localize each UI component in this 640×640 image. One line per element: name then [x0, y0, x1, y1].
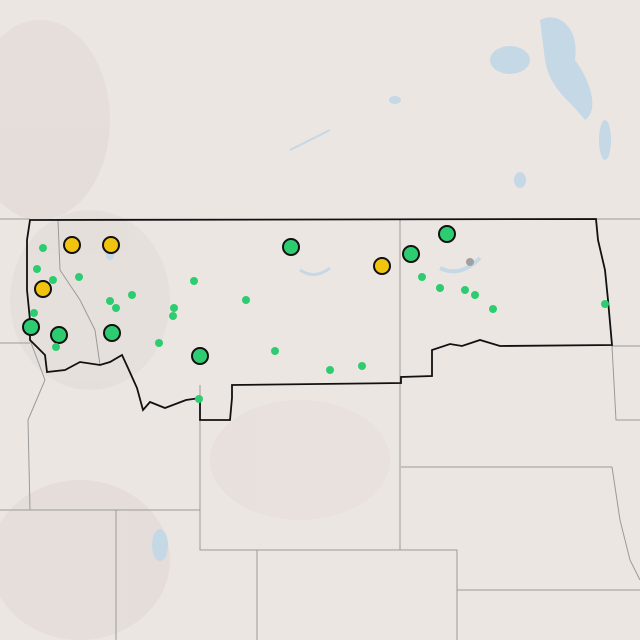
map-marker-small-green[interactable] — [155, 339, 163, 347]
map-marker-small-green[interactable] — [39, 244, 47, 252]
map-marker-small-green[interactable] — [436, 284, 444, 292]
map-marker-large-green[interactable] — [438, 225, 456, 243]
terrain-relief — [0, 20, 390, 640]
map-marker-small-green[interactable] — [49, 276, 57, 284]
map-marker-small-green[interactable] — [471, 291, 479, 299]
water-bodies — [105, 17, 611, 561]
map-marker-small-green[interactable] — [52, 343, 60, 351]
map-marker-large-yellow[interactable] — [34, 280, 52, 298]
map-marker-large-yellow[interactable] — [63, 236, 81, 254]
map-marker-small-green[interactable] — [271, 347, 279, 355]
map-marker-large-yellow[interactable] — [373, 257, 391, 275]
map-marker-large-green[interactable] — [282, 238, 300, 256]
map-marker-small-green[interactable] — [33, 265, 41, 273]
map-marker-small-green[interactable] — [106, 297, 114, 305]
map-marker-small-green[interactable] — [489, 305, 497, 313]
map-marker-small-green[interactable] — [195, 395, 203, 403]
map-marker-small-green[interactable] — [190, 277, 198, 285]
map-marker-large-green[interactable] — [402, 245, 420, 263]
map-marker-large-green[interactable] — [103, 324, 121, 342]
map-marker-large-yellow[interactable] — [102, 236, 120, 254]
map-marker-small-green[interactable] — [601, 300, 609, 308]
map-marker-small-green[interactable] — [326, 366, 334, 374]
map-marker-small-green[interactable] — [30, 309, 38, 317]
map-marker-small-green[interactable] — [169, 312, 177, 320]
state-borders — [0, 218, 640, 640]
map-marker-small-green[interactable] — [418, 273, 426, 281]
map-marker-small-green[interactable] — [170, 304, 178, 312]
map-marker-small-green[interactable] — [75, 273, 83, 281]
map-marker-small-green[interactable] — [112, 304, 120, 312]
map-marker-large-green[interactable] — [191, 347, 209, 365]
marker-layer — [22, 225, 609, 403]
map-marker-small-green[interactable] — [128, 291, 136, 299]
map-marker-small-green[interactable] — [461, 286, 469, 294]
map-marker-large-green[interactable] — [50, 326, 68, 344]
map-marker-small-green[interactable] — [242, 296, 250, 304]
map-marker-small-gray[interactable] — [466, 258, 474, 266]
map-marker-large-green[interactable] — [22, 318, 40, 336]
map-marker-small-green[interactable] — [358, 362, 366, 370]
